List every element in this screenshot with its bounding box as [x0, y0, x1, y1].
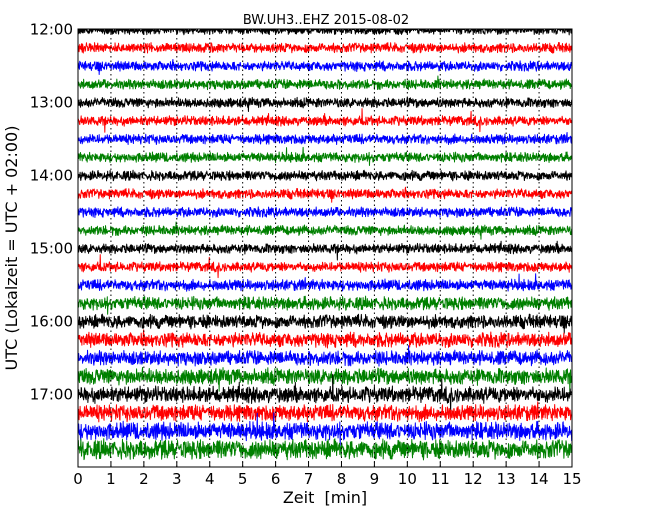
trace-line [77, 221, 573, 240]
trace-line [77, 58, 573, 76]
trace-line [77, 42, 573, 54]
x-tick-label: 11 [431, 470, 450, 488]
x-tick-label: 13 [497, 470, 516, 488]
x-tick-label: 4 [205, 470, 215, 488]
trace-line [77, 329, 573, 349]
trace-line [77, 206, 573, 219]
trace-line [77, 367, 573, 396]
x-tick-label: 9 [370, 470, 380, 488]
x-axis-label: Zeit [min] [283, 488, 367, 507]
y-tick-label: 16:00 [30, 313, 73, 331]
trace-line [77, 345, 573, 367]
vertical-grid [110, 29, 540, 467]
x-tick-label: 14 [530, 470, 549, 488]
x-tick-label: 0 [73, 470, 83, 488]
trace-line [77, 29, 573, 36]
trace-line [77, 295, 573, 315]
x-tick-label: 1 [106, 470, 116, 488]
x-axis: 0 1 2 3 4 5 6 7 8 9 10 11 12 13 14 15 [73, 29, 582, 488]
trace-line [77, 373, 573, 414]
x-tick-label: 10 [398, 470, 417, 488]
y-tick-label: 14:00 [30, 167, 73, 185]
x-tick-label: 8 [337, 470, 347, 488]
trace-line [77, 131, 573, 146]
trace-line [77, 412, 573, 447]
y-tick-label: 15:00 [30, 240, 73, 258]
trace-line [77, 108, 573, 133]
y-tick-label: 17:00 [30, 386, 73, 404]
trace-line [77, 75, 573, 91]
trace-line [77, 96, 573, 113]
x-tick-label: 3 [172, 470, 182, 488]
x-tick-label: 15 [562, 470, 581, 488]
x-tick-label: 6 [271, 470, 281, 488]
y-axis-label: UTC (Lokalzeit = UTC + 02:00) [2, 126, 21, 371]
traces-group [77, 29, 573, 461]
x-tick-label: 2 [139, 470, 149, 488]
trace-line [77, 169, 573, 182]
y-tick-label: 13:00 [30, 94, 73, 112]
x-tick-label: 7 [304, 470, 314, 488]
trace-line [77, 438, 573, 461]
plot-frame [77, 28, 573, 468]
y-axis: 12:00 13:00 14:00 15:00 16:00 17:00 [30, 21, 572, 404]
trace-line [77, 240, 573, 261]
trace-line [77, 313, 573, 334]
y-tick-label: 12:00 [30, 21, 73, 39]
trace-line [77, 273, 573, 292]
trace-line [77, 146, 573, 167]
trace-line [77, 186, 573, 203]
x-tick-label: 5 [238, 470, 248, 488]
x-tick-label: 12 [464, 470, 483, 488]
trace-line [77, 254, 573, 279]
trace-line [77, 401, 573, 423]
chart-title: BW.UH3..EHZ 2015-08-02 [243, 13, 409, 28]
